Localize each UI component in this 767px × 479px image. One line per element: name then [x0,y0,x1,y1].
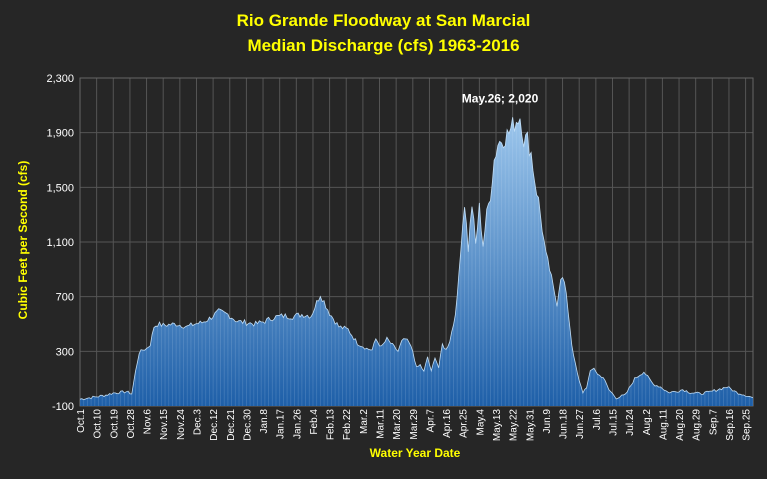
x-tick-label: Aug.20 [675,409,686,441]
chart-title-line-2: Median Discharge (cfs) 1963-2016 [247,36,520,55]
x-tick-label: Dec.12 [209,409,220,441]
x-tick-label: Jun.27 [575,409,586,439]
x-tick-label: Dec.21 [226,409,237,441]
x-tick-label: Jan.26 [292,409,303,439]
y-tick-label: 300 [56,346,74,358]
x-tick-label: May.13 [492,409,503,441]
x-axis-title: Water Year Date [370,446,461,460]
y-tick-label: 1,500 [46,182,74,194]
discharge-area [80,117,753,407]
y-tick-label: 1,900 [46,128,74,140]
x-tick-label: Mar.2 [359,409,370,434]
x-tick-label: Apr.25 [459,409,470,438]
peak-annotation: May.26; 2,020 [462,91,539,105]
y-axis-title: Cubic Feet per Second (cfs) [16,161,30,320]
x-tick-label: Jul.6 [592,409,603,431]
x-tick-label: Jul.15 [608,409,619,436]
x-tick-label: Nov.6 [143,409,154,435]
y-tick-label: -100 [52,401,74,413]
x-tick-label: Feb.13 [326,409,337,441]
x-tick-label: Mar.29 [409,409,420,440]
x-tick-label: May.22 [509,409,520,441]
x-tick-label: Mar.11 [376,409,387,439]
x-tick-label: Jan.8 [259,409,270,434]
x-tick-label: Oct.1 [76,409,87,433]
x-tick-label: Apr.16 [442,409,453,438]
x-tick-label: May.31 [525,409,536,441]
x-tick-label: Aug.11 [658,409,669,440]
x-tick-label: Oct.19 [109,409,120,439]
x-tick-label: Dec.3 [192,409,203,436]
x-tick-label: Jan.17 [276,409,287,439]
x-tick-label: Nov.15 [159,409,170,440]
x-tick-label: Sep.16 [725,409,736,441]
x-tick-label: Feb.22 [342,409,353,441]
y-tick-label: 700 [56,292,74,304]
chart-title-line-1: Rio Grande Floodway at San Marcial [236,11,531,30]
x-tick-label: Jul.24 [625,409,636,436]
discharge-line [79,117,754,401]
x-tick-label: Sep.25 [742,409,753,441]
y-tick-label: 2,300 [46,73,74,85]
x-tick-label: Aug.2 [642,409,653,436]
x-tick-label: Aug.29 [692,409,703,441]
x-tick-label: Nov.24 [176,409,187,440]
x-tick-label: Dec.30 [242,409,253,441]
x-tick-label: Feb.4 [309,409,320,435]
x-tick-label: Jun.9 [542,409,553,434]
x-tick-label: Apr.7 [425,409,436,433]
x-tick-label: Jun.18 [559,409,570,439]
x-tick-label: Mar.20 [392,409,403,440]
x-tick-label: Oct.10 [93,409,104,439]
x-tick-label: Sep.7 [708,409,719,436]
x-tick-label: Oct.28 [126,409,137,439]
y-tick-label: 1,100 [46,237,74,249]
x-tick-label: May.4 [475,409,486,436]
